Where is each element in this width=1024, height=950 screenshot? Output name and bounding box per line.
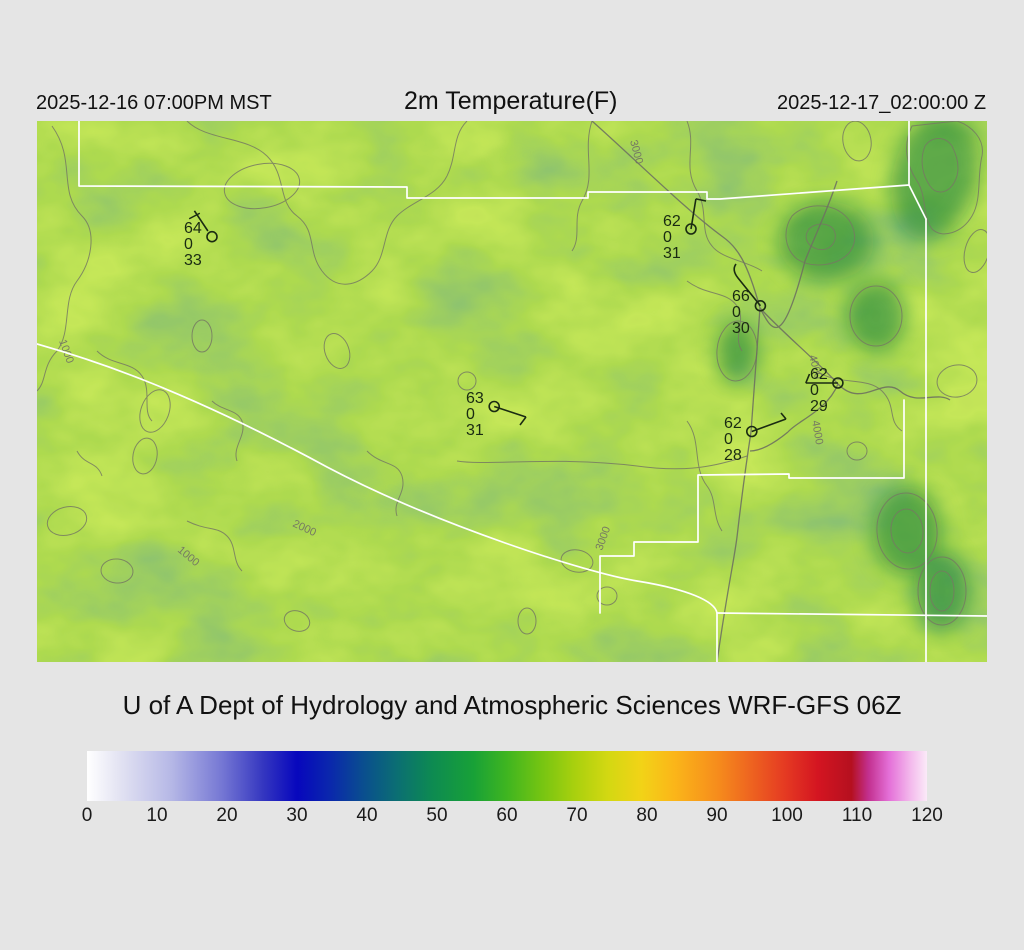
svg-text:40: 40 [356,805,377,826]
svg-text:1000: 1000 [175,544,201,569]
svg-text:28: 28 [724,447,742,464]
svg-text:110: 110 [842,805,872,826]
svg-text:3000: 3000 [594,525,614,552]
svg-text:120: 120 [911,805,943,826]
svg-text:4000: 4000 [809,419,825,445]
svg-text:64: 64 [184,220,202,237]
svg-text:30: 30 [732,320,750,337]
svg-text:63: 63 [466,390,484,407]
svg-text:31: 31 [663,245,681,262]
svg-text:62: 62 [663,213,681,230]
svg-text:31: 31 [466,422,484,439]
svg-text:100: 100 [771,805,803,826]
svg-text:0: 0 [724,431,733,448]
svg-text:33: 33 [184,252,202,269]
svg-text:62: 62 [810,366,828,383]
svg-text:50: 50 [426,805,447,826]
svg-text:1000: 1000 [56,338,76,365]
svg-text:0: 0 [184,236,193,253]
svg-text:0: 0 [663,229,672,246]
svg-text:90: 90 [706,805,727,826]
svg-text:0: 0 [466,406,475,423]
svg-text:0: 0 [810,382,819,399]
svg-text:0: 0 [82,805,93,826]
svg-text:0: 0 [732,304,741,321]
svg-text:80: 80 [636,805,657,826]
svg-text:62: 62 [724,415,742,432]
svg-text:10: 10 [146,805,167,826]
svg-text:66: 66 [732,288,750,305]
svg-text:29: 29 [810,398,828,415]
svg-text:20: 20 [216,805,237,826]
svg-text:2000: 2000 [291,518,318,539]
svg-text:30: 30 [286,805,307,826]
svg-text:70: 70 [566,805,587,826]
svg-text:60: 60 [496,805,517,826]
